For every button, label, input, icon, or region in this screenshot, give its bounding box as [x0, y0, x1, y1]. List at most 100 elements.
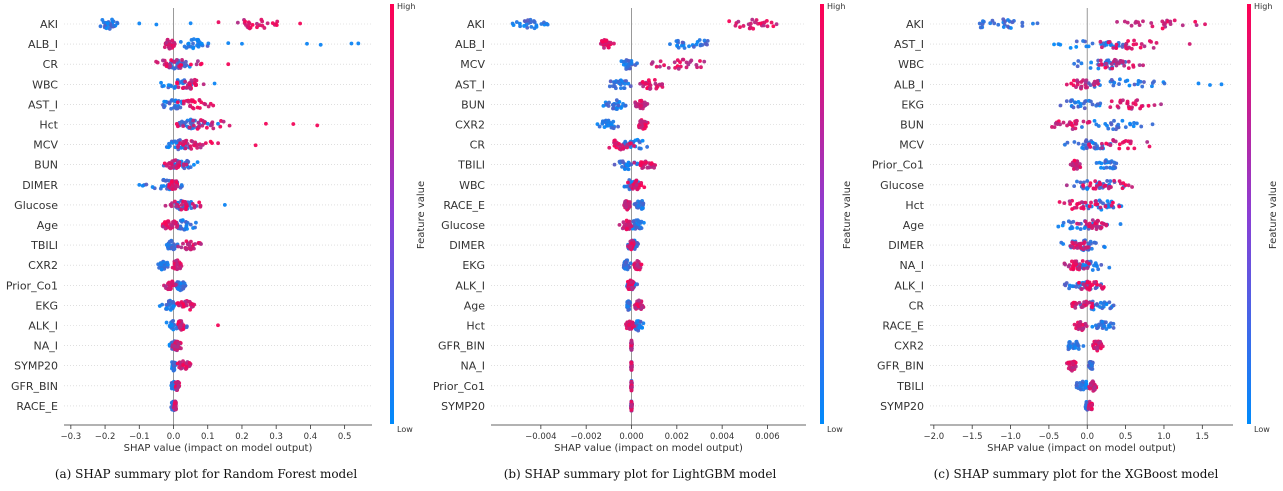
shap-point [186, 299, 190, 304]
shap-point [761, 23, 766, 28]
shap-point [1108, 43, 1113, 48]
shap-point [675, 58, 680, 63]
shap-point [1061, 120, 1066, 125]
beeswarm-row-wbc [1072, 57, 1145, 71]
shap-point [1098, 182, 1103, 187]
shap-point [1088, 66, 1093, 70]
shap-point [1111, 303, 1116, 308]
shap-point [1088, 386, 1092, 391]
feature-label: TBILI [896, 380, 924, 393]
shap-point [1066, 360, 1071, 365]
shap-point [178, 325, 182, 330]
shap-point [1131, 42, 1136, 47]
x-tick-label: 1.0 [1157, 432, 1171, 442]
shap-point [1085, 245, 1090, 250]
shap-point [183, 64, 187, 69]
shap-point [349, 41, 354, 46]
shap-point [195, 146, 200, 150]
shap-point [173, 282, 178, 287]
beeswarm-row-race_e [1072, 319, 1116, 333]
beeswarm-row-ast_i [161, 97, 216, 111]
shap-point [177, 365, 182, 370]
shap-point [1075, 246, 1080, 250]
shap-point [1120, 60, 1125, 65]
shap-point [189, 78, 194, 83]
shap-point [1073, 261, 1077, 266]
x-tick-label: 0.2 [235, 432, 249, 442]
shap-point [1079, 305, 1084, 310]
shap-point [167, 42, 172, 46]
shap-point [159, 267, 164, 272]
shap-point [172, 344, 177, 348]
shap-point [161, 58, 165, 63]
shap-point [190, 139, 195, 144]
shap-point [167, 141, 171, 146]
shap-point [181, 143, 186, 147]
shap-point [1075, 383, 1079, 387]
shap-point [524, 22, 529, 27]
shap-point [189, 247, 194, 251]
shap-point [1162, 81, 1167, 86]
shap-point [166, 145, 171, 150]
shap-point [1129, 23, 1134, 28]
shap-point [642, 185, 647, 190]
shap-point [172, 66, 177, 71]
shap-point [196, 59, 200, 63]
feature-label: Prior_Co1 [6, 279, 58, 292]
shap-point [1095, 144, 1099, 149]
shap-point [1139, 124, 1144, 129]
shap-point [1088, 181, 1093, 186]
shap-point [191, 37, 196, 42]
shap-point [529, 24, 534, 29]
shap-point [1139, 42, 1144, 46]
shap-point [635, 61, 639, 66]
shap-point [679, 43, 684, 48]
shap-point [1067, 283, 1072, 288]
shap-point [617, 159, 622, 164]
shap-point [137, 182, 142, 187]
shap-point [1081, 119, 1086, 124]
shap-point [172, 401, 177, 406]
shap-point [654, 64, 659, 69]
shap-point [700, 43, 705, 47]
shap-point [170, 323, 174, 328]
beeswarm-row-symp20 [170, 359, 193, 373]
shap-point [765, 24, 770, 29]
shap-point [629, 361, 634, 366]
colorbar-high-label: High [397, 2, 415, 11]
shap-point [637, 326, 641, 330]
shap-point [179, 207, 184, 212]
shap-point [1081, 326, 1086, 331]
shap-point [176, 380, 181, 385]
shap-point [1150, 122, 1155, 127]
shap-point [169, 162, 174, 166]
shap-point [1020, 20, 1025, 25]
shap-point [688, 60, 693, 64]
shap-point [184, 223, 189, 228]
shap-point [636, 185, 641, 190]
shap-point [607, 84, 612, 89]
shap-point [1110, 66, 1115, 71]
shap-point [1089, 200, 1093, 205]
shap-point [649, 162, 653, 166]
shap-point [1123, 79, 1128, 84]
shap-point [174, 166, 179, 171]
shap-point [161, 260, 166, 265]
shap-point [1111, 326, 1116, 330]
beeswarm-row-alk_i [164, 318, 220, 332]
feature-label: Glucose [14, 199, 58, 212]
shap-point [996, 22, 1001, 27]
shap-point [167, 62, 172, 67]
shap-point [111, 23, 116, 28]
shap-point [165, 260, 170, 265]
shap-point [1098, 39, 1103, 44]
shap-point [621, 146, 625, 151]
shap-point [181, 139, 186, 144]
shap-point [635, 225, 639, 230]
shap-point [216, 20, 221, 25]
shap-point [192, 204, 197, 208]
shap-point [1114, 63, 1119, 68]
shap-point [1114, 46, 1119, 50]
shap-point [684, 60, 689, 65]
shap-point [622, 223, 627, 228]
